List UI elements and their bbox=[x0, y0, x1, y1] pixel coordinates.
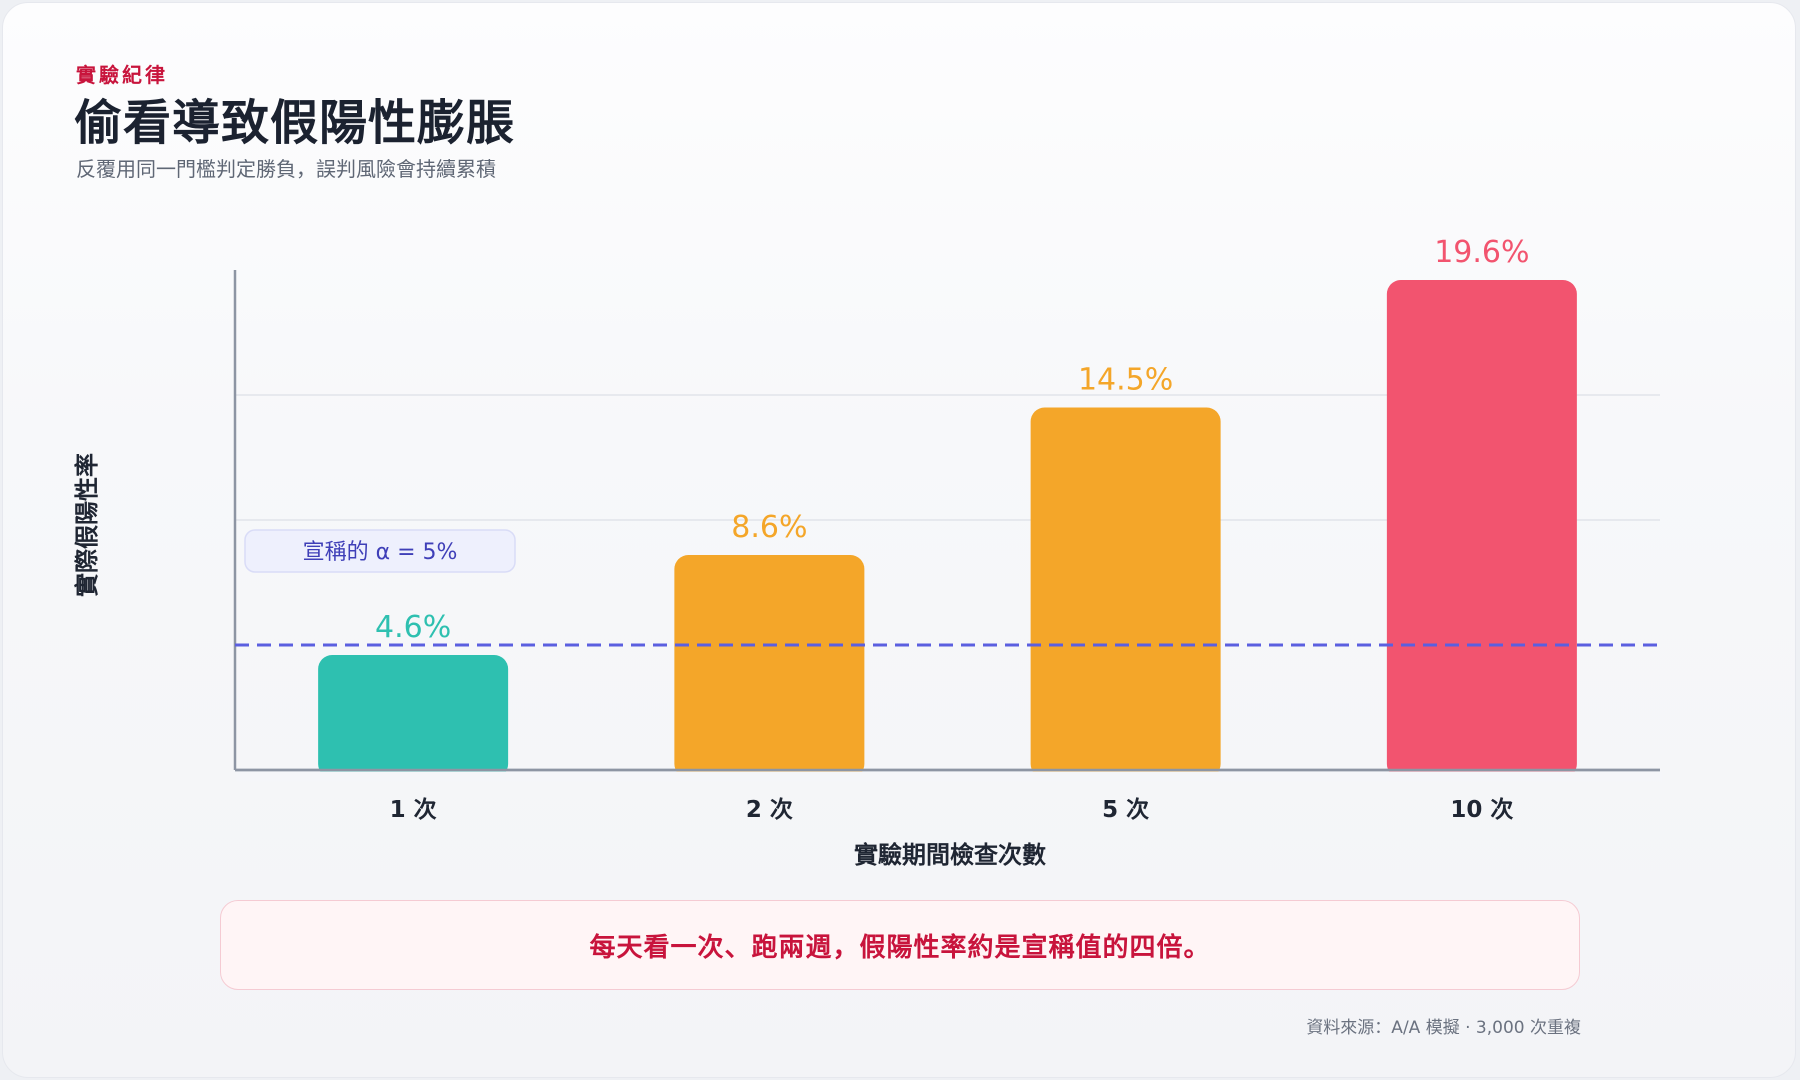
axis-mask bbox=[236, 771, 1662, 782]
alpha-label-box bbox=[244, 529, 516, 573]
x-tick-label-2: 2 次 bbox=[746, 796, 793, 823]
y-axis-title: 實際假陽性率 bbox=[73, 453, 101, 597]
callout-text: 每天看一次、跑兩週，假陽性率約是宣稱值的四倍。 bbox=[589, 932, 1211, 963]
alpha-label-text: 宣稱的 α = 5% bbox=[303, 540, 458, 565]
bar-4 bbox=[1386, 280, 1577, 778]
bar-value-label-3: 14.5% bbox=[1078, 363, 1173, 398]
bar-value-label-1: 4.6% bbox=[375, 610, 451, 645]
chart-title: 偷看導致假陽性膨脹 bbox=[74, 95, 516, 151]
callout-box: 每天看一次、跑兩週，假陽性率約是宣稱值的四倍。 bbox=[220, 900, 1580, 990]
x-tick-label-3: 5 次 bbox=[1102, 796, 1149, 823]
x-axis-title: 實驗期間檢查次數 bbox=[854, 841, 1046, 869]
source-note: 資料來源：A/A 模擬 · 3,000 次重複 bbox=[1306, 1018, 1581, 1038]
x-tick-label-4: 10 次 bbox=[1450, 796, 1513, 823]
chart-subtitle: 反覆用同一門檻判定勝負，誤判風險會持續累積 bbox=[76, 157, 496, 181]
bar-2 bbox=[674, 555, 865, 778]
bar-value-label-4: 19.6% bbox=[1434, 235, 1529, 270]
bar-value-label-2: 8.6% bbox=[731, 510, 807, 545]
bar-1 bbox=[318, 655, 509, 778]
eyebrow-label: 實驗紀律 bbox=[76, 63, 168, 87]
x-tick-label-1: 1 次 bbox=[390, 796, 437, 823]
bar-3 bbox=[1030, 407, 1221, 778]
